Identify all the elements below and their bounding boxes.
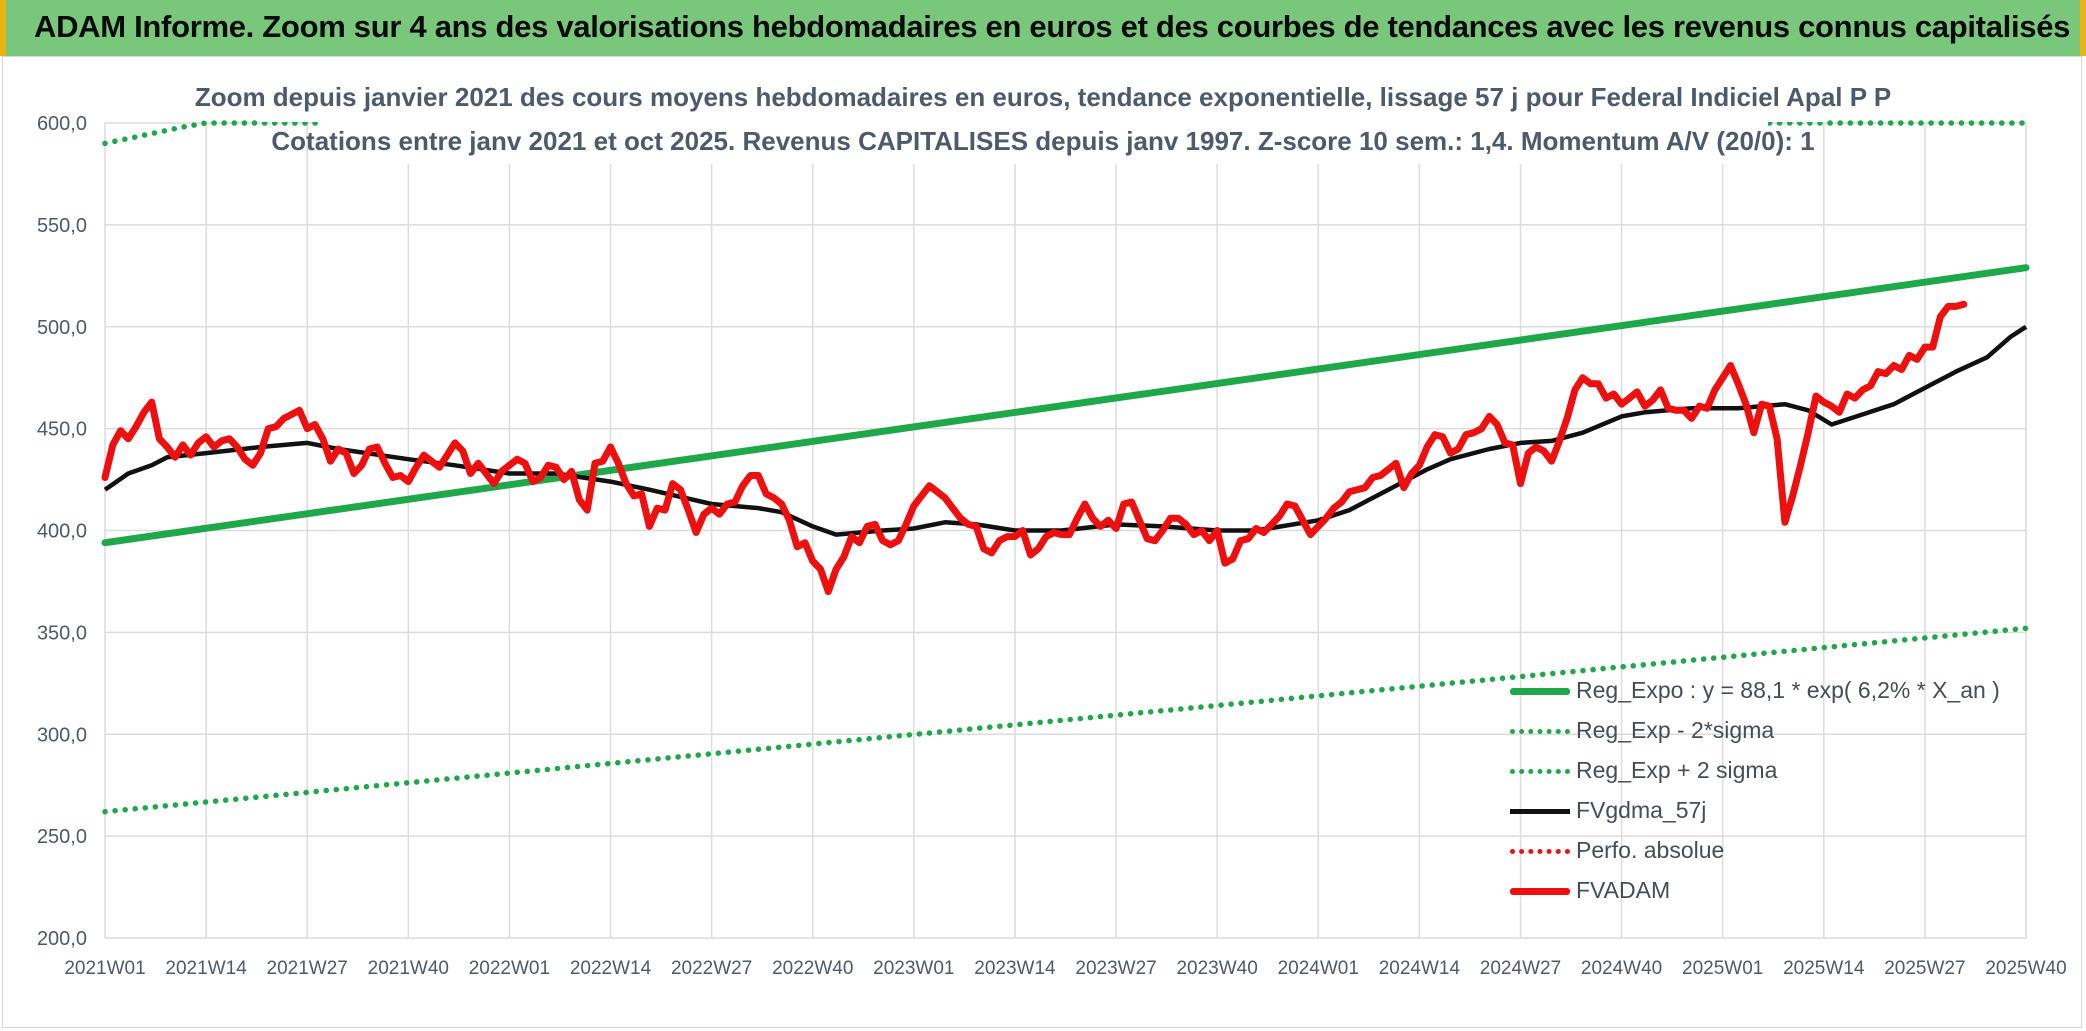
legend-swatch: [1510, 888, 1570, 895]
y-tick-label: 350,0: [37, 622, 87, 644]
x-tick-label: 2024W27: [1480, 958, 1561, 979]
page-title: ADAM Informe. Zoom sur 4 ans des valoris…: [34, 9, 2071, 44]
legend-swatch: [1510, 809, 1570, 814]
chart-title-line-2: Cotations entre janv 2021 et oct 2025. R…: [271, 126, 1815, 156]
x-tick-label: 2023W40: [1176, 958, 1257, 979]
legend-item: Perfo. absolue: [1510, 833, 2010, 873]
x-tick-label: 2024W14: [1379, 958, 1461, 979]
series-fvadam: [101, 300, 1968, 596]
x-tick-label: 2021W27: [267, 958, 348, 979]
legend-item: Reg_Exp - 2*sigma: [1510, 713, 2010, 753]
title-backdrop: [318, 122, 1768, 164]
x-tick-label: 2025W01: [1682, 958, 1763, 979]
x-tick-label: 2021W01: [64, 958, 145, 979]
x-tick-label: 2022W01: [469, 958, 550, 979]
y-tick-label: 450,0: [37, 419, 87, 441]
legend-item: FVADAM: [1510, 873, 2010, 913]
tick-layer: 200,0 250,0 300,0 350,0 400,0 450,0 500,0 550,0…: [37, 78, 2067, 979]
x-tick-label: 2023W01: [873, 958, 954, 979]
x-tick-label: 2025W14: [1783, 958, 1865, 979]
x-tick-label: 2021W40: [368, 958, 449, 979]
y-tick-label: 600,0: [37, 113, 87, 135]
chart-frame: [2, 56, 2082, 1028]
x-tick-label: 2024W01: [1278, 958, 1359, 979]
legend-label: FVgdma_57j: [1576, 797, 1707, 823]
legend-swatch: [1510, 688, 1570, 695]
legend-swatch: [1510, 769, 1570, 774]
x-tick-label: 2023W27: [1075, 958, 1156, 979]
legend-label: Reg_Expo : y = 88,1 * exp( 6,2% * X_an ): [1576, 677, 2000, 703]
x-tick-label: 2025W40: [1985, 958, 2066, 979]
x-tick-label: 2022W40: [772, 958, 853, 979]
y-tick-label: 200,0: [37, 928, 87, 950]
x-tick-label: 2022W14: [570, 958, 652, 979]
y-tick-label: 550,0: [37, 215, 87, 237]
legend-item: FVgdma_57j: [1510, 793, 2010, 833]
chart-title-line-1: Zoom depuis janvier 2021 des cours moyen…: [194, 82, 1892, 112]
legend-label: Reg_Exp + 2 sigma: [1576, 757, 1778, 783]
y-tick-label: 250,0: [37, 826, 87, 848]
y-tick-label: 400,0: [37, 521, 87, 543]
x-tick-label: 2024W40: [1581, 958, 1662, 979]
x-tick-label: 2022W27: [671, 958, 752, 979]
x-tick-label: 2025W27: [1884, 958, 1965, 979]
legend-item: Reg_Exp + 2 sigma: [1510, 753, 2010, 793]
legend-item: Reg_Expo : y = 88,1 * exp( 6,2% * X_an ): [1510, 673, 2010, 713]
legend-swatch: [1510, 849, 1570, 854]
y-tick-label: 300,0: [37, 724, 87, 746]
legend-swatch: [1510, 729, 1570, 734]
title-backdrop: [262, 78, 1824, 122]
y-tick-label: 500,0: [37, 317, 87, 339]
series-reg-exp-2-sigma: [102, 625, 2029, 815]
x-tick-label: 2021W14: [165, 958, 247, 979]
legend-label: Perfo. absolue: [1576, 837, 1725, 863]
x-tick-label: 2023W14: [974, 958, 1056, 979]
legend-label: Reg_Exp - 2*sigma: [1576, 717, 1775, 743]
series-reg-expo: [101, 264, 2030, 547]
legend-label: FVADAM: [1576, 877, 1671, 903]
title-banner: ADAM Informe. Zoom sur 4 ans des valoris…: [0, 0, 2086, 56]
